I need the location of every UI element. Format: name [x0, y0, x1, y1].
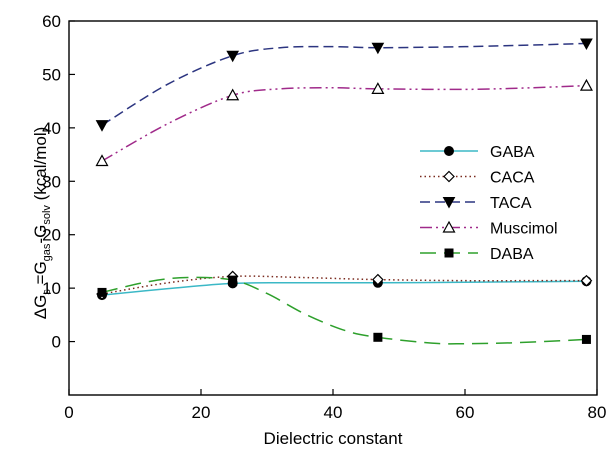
legend-marker-gaba: [444, 146, 454, 156]
y-tick-label: 40: [42, 119, 61, 138]
y-tick-label: 10: [42, 279, 61, 298]
series-line-muscimol: [101, 84, 587, 162]
data-point-muscimol: [95, 154, 109, 167]
y-tick-label: 50: [42, 65, 61, 84]
series-markers: [95, 38, 593, 344]
data-point-daba: [228, 275, 238, 285]
series-line-daba: [101, 276, 587, 345]
data-point-taca: [371, 42, 385, 55]
legend-entry-daba: DABA: [420, 246, 534, 263]
legend-label-daba: DABA: [490, 246, 534, 263]
x-tick-label: 60: [456, 403, 475, 422]
x-tick-label: 80: [588, 403, 607, 422]
legend-label-taca: TACA: [490, 195, 532, 212]
legend-entry-muscimol: Muscimol: [420, 221, 558, 238]
x-tick-label: 40: [324, 403, 343, 422]
y-tick-label: 30: [42, 172, 61, 191]
x-tick-label: 0: [64, 403, 73, 422]
x-tick-label: 20: [192, 403, 211, 422]
data-point-daba: [373, 332, 383, 342]
legend-marker-daba: [444, 248, 454, 258]
axis-titles: Dielectric constant ΔGs =Ggas-Gsolv (kca…: [31, 127, 403, 448]
series-lines: [101, 42, 587, 345]
data-point-caca: [580, 274, 593, 287]
data-point-daba: [581, 334, 591, 344]
y-tick-label: 20: [42, 226, 61, 245]
axis-ticks: 0 20 40 60 80 0 10 20 30 40 50 60: [42, 12, 606, 422]
legend-entry-taca: TACA: [420, 195, 532, 212]
legend: GABA CACA TACA Muscimol DABA: [420, 144, 558, 263]
series-line-caca: [101, 275, 587, 295]
data-point-taca: [95, 120, 109, 132]
legend-label-muscimol: Muscimol: [490, 221, 558, 238]
x-axis-title: Dielectric constant: [264, 429, 403, 448]
data-point-daba: [97, 287, 107, 297]
series-line-taca: [101, 42, 587, 126]
y-tick-label: 60: [42, 12, 61, 31]
legend-marker-muscimol: [442, 220, 456, 233]
legend-marker-taca: [442, 197, 456, 209]
series-line-gaba: [101, 280, 587, 296]
data-point-muscimol: [579, 78, 593, 91]
legend-entry-gaba: GABA: [420, 144, 535, 161]
data-point-taca: [226, 50, 240, 63]
data-point-caca: [372, 273, 384, 286]
legend-label-caca: CACA: [490, 170, 535, 187]
y-tick-label: 0: [52, 333, 61, 352]
y-axis-title: ΔGs =Ggas-Gsolv (kcal/mol): [31, 127, 53, 320]
data-point-muscimol: [226, 88, 240, 101]
legend-marker-caca: [443, 170, 455, 183]
data-point-muscimol: [371, 82, 385, 94]
legend-entry-caca: CACA: [420, 170, 535, 187]
data-point-taca: [580, 38, 593, 50]
legend-label-gaba: GABA: [490, 144, 535, 161]
